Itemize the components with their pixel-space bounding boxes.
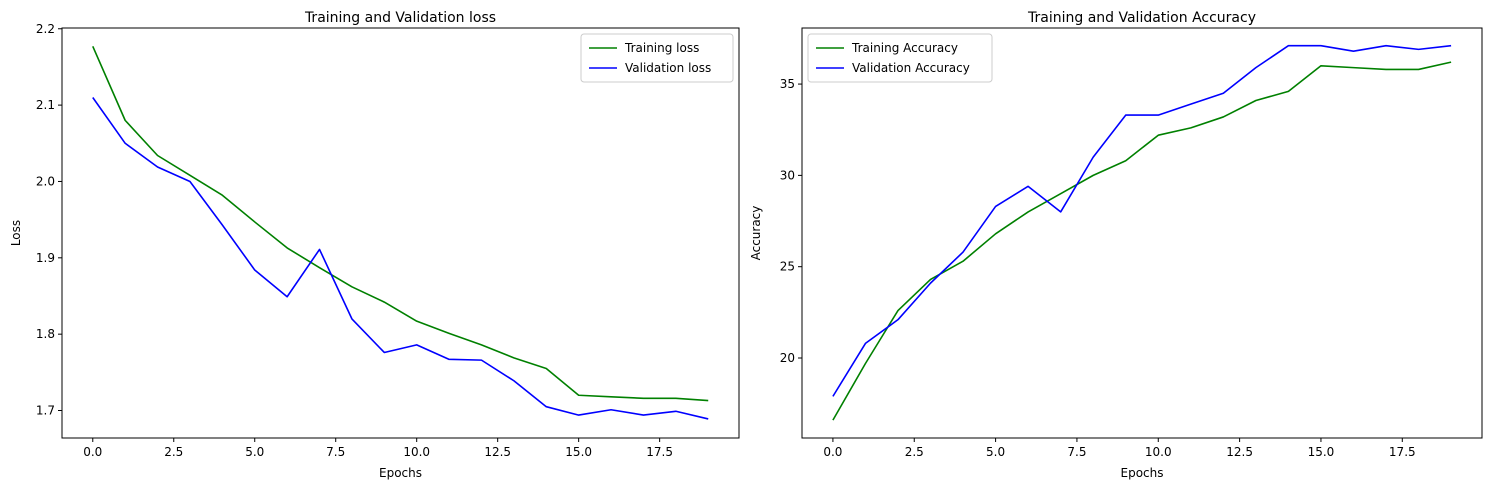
legend-label-validation-loss: Validation loss [625, 61, 711, 75]
loss-chart: 0.0 2.5 5.0 7.5 10.0 12.5 15.0 17.5 1.7 1.8 1.9 2.0… [9, 10, 740, 480]
y-tick-label: 30 [780, 168, 795, 182]
x-tick-label: 0.0 [823, 445, 842, 459]
plot-frame [61, 27, 740, 439]
legend-label-training-accuracy: Training Accuracy [851, 41, 958, 55]
x-tick-label: 15.0 [565, 445, 592, 459]
x-tick-label: 15.0 [1308, 445, 1335, 459]
legend-label-validation-accuracy: Validation Accuracy [852, 61, 970, 75]
chart-title: Training and Validation loss [304, 10, 496, 26]
x-tick-label: 0.0 [83, 445, 102, 459]
legend: Training loss Validation loss [580, 33, 734, 83]
legend-box [807, 33, 993, 83]
x-tick-label: 7.5 [1067, 445, 1086, 459]
y-tick-label: 2.2 [36, 22, 55, 36]
y-tick-label: 1.7 [36, 404, 55, 418]
x-tick-label: 17.5 [646, 445, 673, 459]
y-tick-label: 2.0 [36, 174, 55, 188]
x-tick-label: 12.5 [1226, 445, 1253, 459]
x-tick-label: 2.5 [905, 445, 924, 459]
x-tick-label: 7.5 [326, 445, 345, 459]
series-line-training-loss [92, 45, 709, 402]
y-tick-label: 25 [780, 260, 795, 274]
x-tick-label: 10.0 [403, 445, 430, 459]
y-tick-label: 2.1 [36, 98, 55, 112]
x-axis-label: Epochs [379, 466, 422, 480]
legend-box [580, 33, 734, 83]
series-line-training-accuracy [832, 61, 1452, 421]
y-tick-label: 1.9 [36, 251, 55, 265]
plot-frame [801, 27, 1483, 439]
accuracy-chart: 0.0 2.5 5.0 7.5 10.0 12.5 15.0 17.5 20 25 30 35 Trai… [749, 10, 1483, 480]
y-axis-label: Accuracy [749, 206, 763, 261]
x-tick-label: 12.5 [484, 445, 511, 459]
x-tick-label: 2.5 [164, 445, 183, 459]
y-axis-label: Loss [9, 220, 23, 246]
series-line-validation-loss [92, 97, 709, 420]
series-line-validation-accuracy [832, 44, 1452, 397]
y-tick-label: 35 [780, 77, 795, 91]
x-axis-label: Epochs [1121, 466, 1164, 480]
legend: Training Accuracy Validation Accuracy [807, 33, 993, 83]
chart-title: Training and Validation Accuracy [1027, 10, 1256, 26]
y-tick-label: 20 [780, 351, 795, 365]
legend-label-training-loss: Training loss [624, 41, 699, 55]
x-tick-label: 17.5 [1389, 445, 1416, 459]
y-tick-label: 1.8 [36, 327, 55, 341]
x-tick-label: 5.0 [986, 445, 1005, 459]
x-tick-label: 10.0 [1145, 445, 1172, 459]
x-tick-label: 5.0 [245, 445, 264, 459]
